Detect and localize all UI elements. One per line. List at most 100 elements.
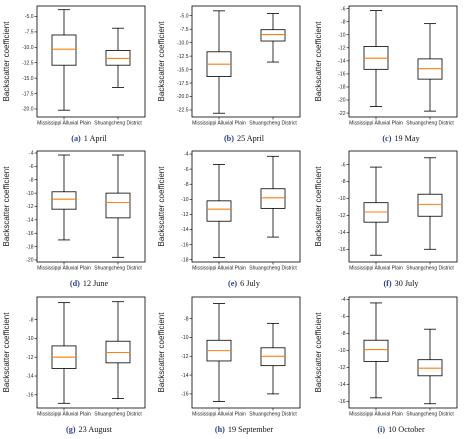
x-tick-label: Shuangcheng District bbox=[406, 266, 454, 272]
y-tick-label: -6 bbox=[184, 167, 189, 173]
box-1 bbox=[51, 302, 77, 404]
caption-text: 25 April bbox=[237, 134, 265, 143]
y-tick-label: -8 bbox=[341, 331, 346, 337]
caption: (f) 30 July bbox=[383, 279, 419, 288]
box-body bbox=[105, 192, 131, 219]
y-tick-label: -10 bbox=[338, 196, 345, 202]
caption-letter: (h) bbox=[215, 425, 225, 434]
chart-panel-5: -4 -6 -8 -10 -12 -14 -16 -18 Backscatter coeffic… bbox=[157, 150, 301, 288]
y-tick-label: -10 bbox=[181, 335, 188, 341]
box-body bbox=[51, 191, 77, 210]
y-tick-label: -20.0 bbox=[177, 94, 189, 100]
y-tick-label: -17.5 bbox=[177, 81, 189, 87]
y-axis-label: Backscatter coefficient bbox=[157, 166, 166, 247]
caption: (a) 1 April bbox=[71, 134, 107, 143]
x-tick-label: Shuangcheng District bbox=[94, 412, 142, 418]
y-tick-label: -16 bbox=[338, 72, 345, 78]
plot-frame bbox=[36, 5, 146, 118]
y-axis-label: Backscatter coefficient bbox=[2, 312, 11, 393]
y-axis-label: Backscatter coefficient bbox=[157, 312, 166, 393]
caption-letter: (d) bbox=[70, 279, 80, 288]
y-axis-label: Backscatter coefficient bbox=[314, 312, 323, 393]
y-axis-label: Backscatter coefficient bbox=[314, 166, 323, 247]
x-tick-label: Shuangcheng District bbox=[249, 121, 297, 127]
y-tick-label: -12 bbox=[338, 45, 345, 51]
y-tick-label: -12 bbox=[181, 212, 188, 218]
plot-frame bbox=[191, 150, 301, 263]
y-tick-label: -6 bbox=[29, 164, 34, 170]
y-tick-label: -18 bbox=[181, 257, 188, 263]
caption: (d) 12 June bbox=[70, 279, 109, 288]
plot-frame bbox=[36, 296, 146, 409]
caption-text: 10 October bbox=[388, 425, 425, 434]
x-tick-label: Mississippi Alluvial Plain bbox=[37, 266, 91, 272]
caption-letter: (g) bbox=[66, 425, 76, 434]
caption-text: 6 July bbox=[240, 279, 261, 288]
caption-letter: (c) bbox=[382, 134, 391, 143]
caption-text: 23 August bbox=[79, 425, 113, 434]
box-1 bbox=[206, 303, 232, 402]
y-tick-label: -20.0 bbox=[22, 107, 34, 113]
caption-text: 30 July bbox=[395, 279, 420, 288]
y-tick-label: -8 bbox=[341, 19, 346, 25]
y-tick-label: -8 bbox=[184, 316, 189, 322]
box-body bbox=[260, 188, 286, 209]
y-tick-label: -16 bbox=[338, 247, 345, 253]
y-tick-label: -7.5 bbox=[180, 27, 189, 33]
y-tick-label: -10.0 bbox=[177, 40, 189, 46]
caption-letter: (f) bbox=[383, 279, 391, 288]
y-tick-label: -14 bbox=[181, 373, 188, 379]
x-tick-label: Shuangcheng District bbox=[406, 412, 454, 418]
box-1 bbox=[363, 10, 389, 107]
box-1 bbox=[51, 154, 77, 241]
box-2 bbox=[260, 13, 286, 63]
box-2 bbox=[105, 301, 131, 399]
y-tick-label: -4 bbox=[29, 151, 34, 157]
y-axis-label: Backscatter coefficient bbox=[157, 21, 166, 102]
y-axis-label: Backscatter coefficient bbox=[314, 21, 323, 102]
caption-text: 12 June bbox=[83, 279, 109, 288]
caption-text: 1 April bbox=[84, 134, 108, 143]
y-tick-label: -12 bbox=[338, 365, 345, 371]
plot-frame bbox=[348, 296, 458, 409]
x-tick-label: Mississippi Alluvial Plain bbox=[192, 121, 246, 127]
x-tick-label: Shuangcheng District bbox=[94, 266, 142, 272]
plot-frame bbox=[348, 5, 458, 118]
x-tick-label: Shuangcheng District bbox=[94, 121, 142, 127]
caption: (i) 10 October bbox=[377, 425, 425, 434]
y-tick-label: -10 bbox=[181, 197, 188, 203]
plot-frame bbox=[348, 150, 458, 263]
y-tick-label: -10 bbox=[338, 32, 345, 38]
box-1 bbox=[206, 10, 232, 114]
y-tick-label: -10 bbox=[338, 348, 345, 354]
x-tick-label: Mississippi Alluvial Plain bbox=[37, 121, 91, 127]
chart-panel-4: -4 -6 -8 -10 -12 -14 -16 -18 -20 Backscatter coef… bbox=[2, 150, 146, 288]
box-body bbox=[51, 34, 77, 66]
y-tick-label: -12.5 bbox=[177, 54, 189, 60]
x-tick-label: Mississippi Alluvial Plain bbox=[349, 121, 403, 127]
y-tick-label: -15.0 bbox=[177, 67, 189, 73]
y-tick-label: -12 bbox=[26, 355, 33, 361]
y-tick-label: -16 bbox=[26, 393, 33, 399]
box-body bbox=[105, 50, 131, 66]
x-tick-label: Mississippi Alluvial Plain bbox=[192, 412, 246, 418]
chart-panel-8: -8 -10 -12 -14 -16 Backscatter coefficient Mis… bbox=[157, 296, 301, 434]
y-tick-label: -8 bbox=[184, 182, 189, 188]
x-tick-label: Mississippi Alluvial Plain bbox=[192, 266, 246, 272]
y-tick-label: -15.0 bbox=[22, 76, 34, 82]
plot-frame bbox=[191, 296, 301, 409]
x-tick-label: Shuangcheng District bbox=[249, 266, 297, 272]
x-tick-label: Mississippi Alluvial Plain bbox=[37, 412, 91, 418]
caption-text: 19 May bbox=[394, 134, 420, 143]
caption: (e) 6 July bbox=[228, 279, 261, 288]
y-tick-label: -8 bbox=[341, 179, 346, 185]
y-tick-label: -5.0 bbox=[180, 13, 189, 19]
y-tick-label: -18 bbox=[338, 85, 345, 91]
y-tick-label: -17.5 bbox=[22, 91, 34, 97]
y-tick-label: -14 bbox=[338, 230, 345, 236]
box-2 bbox=[417, 157, 443, 250]
y-tick-label: -12 bbox=[338, 213, 345, 219]
box-body bbox=[260, 29, 286, 42]
y-tick-label: -16 bbox=[338, 399, 345, 405]
y-tick-label: -10 bbox=[26, 191, 33, 197]
